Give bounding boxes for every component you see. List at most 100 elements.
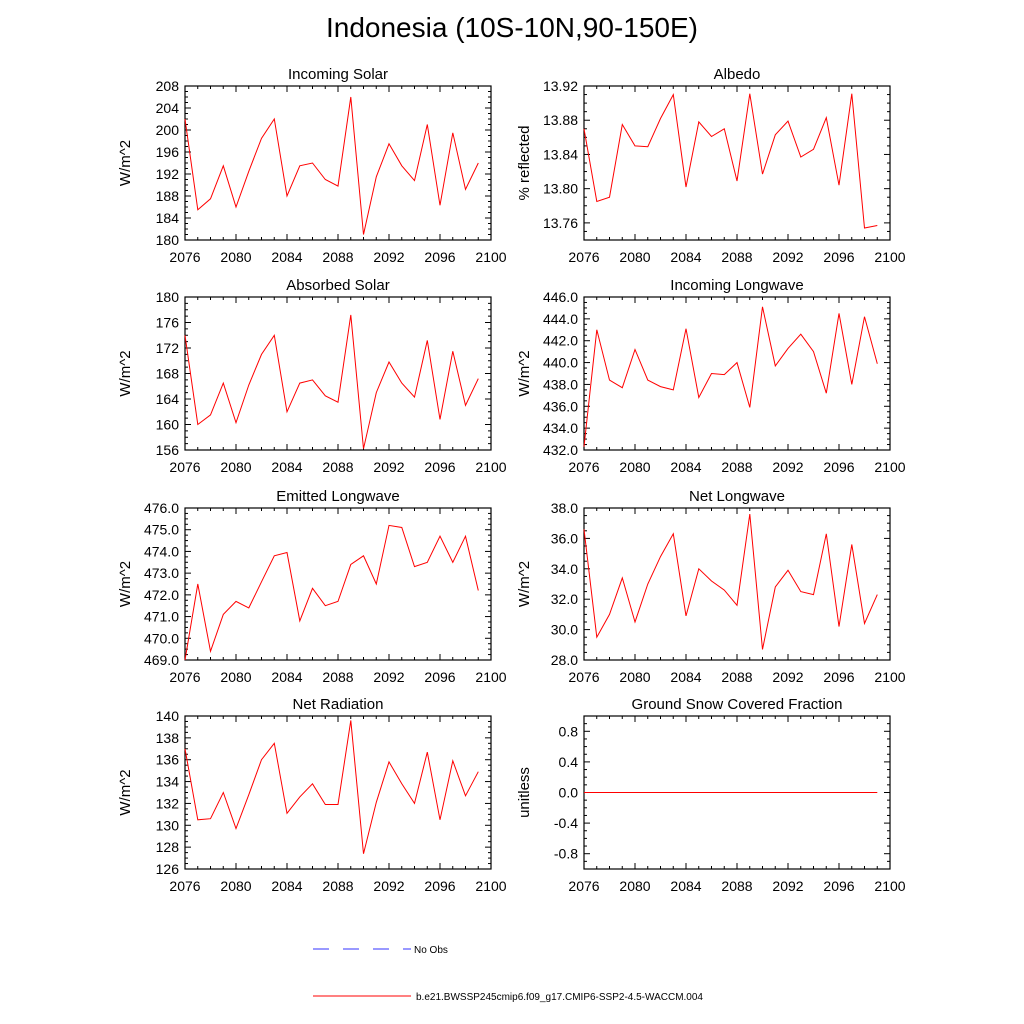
x-tick-label: 2084 bbox=[670, 249, 701, 265]
y-tick-label: 440.0 bbox=[543, 355, 578, 371]
x-tick-label: 2096 bbox=[823, 249, 854, 265]
plot-frame bbox=[184, 296, 492, 451]
legend: No Obs b.e21.BWSSP245cmip6.f09_g17.CMIP6-… bbox=[313, 945, 703, 1003]
y-tick-label: 176 bbox=[156, 315, 180, 331]
series-line bbox=[184, 96, 479, 235]
y-tick-label: 436.0 bbox=[543, 398, 578, 414]
x-tick-label: 2092 bbox=[772, 249, 803, 265]
y-tick-label: 473.0 bbox=[144, 565, 179, 581]
x-tick-label: 2088 bbox=[322, 249, 353, 265]
x-tick-label: 2076 bbox=[568, 249, 599, 265]
y-tick-label: 128 bbox=[156, 839, 180, 855]
x-tick-label: 2100 bbox=[475, 669, 506, 685]
plot-frame bbox=[184, 715, 492, 870]
x-tick-label: 2088 bbox=[721, 459, 752, 475]
chart-title: Albedo bbox=[714, 66, 761, 83]
x-tick-label: 2080 bbox=[619, 459, 650, 475]
x-tick-label: 2092 bbox=[373, 669, 404, 685]
x-tick-label: 2092 bbox=[373, 249, 404, 265]
y-tick-label: 472.0 bbox=[144, 587, 179, 603]
y-tick-label: 13.76 bbox=[543, 215, 578, 231]
y-tick-label: 28.0 bbox=[551, 652, 578, 668]
x-tick-label: 2100 bbox=[874, 878, 905, 894]
x-tick-label: 2080 bbox=[220, 669, 251, 685]
y-tick-label: 469.0 bbox=[144, 652, 179, 668]
y-tick-label: 32.0 bbox=[551, 591, 578, 607]
y-tick-label: 438.0 bbox=[543, 376, 578, 392]
x-tick-label: 2088 bbox=[322, 459, 353, 475]
x-tick-label: 2080 bbox=[619, 669, 650, 685]
series-line bbox=[583, 514, 878, 650]
y-tick-label: 13.84 bbox=[543, 146, 578, 162]
legend-model-label: b.e21.BWSSP245cmip6.f09_g17.CMIP6-SSP2-4… bbox=[416, 992, 703, 1003]
plot-frame bbox=[583, 296, 891, 451]
x-tick-label: 2080 bbox=[220, 459, 251, 475]
x-tick-label: 2084 bbox=[271, 459, 302, 475]
chart-panel-2: Albedo % reflected 2076 2080 2084 2088 2092 209… bbox=[516, 66, 906, 265]
x-tick-label: 2088 bbox=[322, 878, 353, 894]
y-tick-label: 0.4 bbox=[559, 754, 579, 770]
chart-title: Ground Snow Covered Fraction bbox=[632, 696, 843, 713]
y-axis-label: W/m^2 bbox=[117, 140, 134, 186]
series-line bbox=[583, 306, 878, 447]
x-tick-label: 2096 bbox=[823, 878, 854, 894]
x-tick-label: 2088 bbox=[721, 878, 752, 894]
y-axis-label: W/m^2 bbox=[516, 350, 533, 396]
y-tick-label: 36.0 bbox=[551, 530, 578, 546]
y-tick-label: 475.0 bbox=[144, 522, 179, 538]
x-tick-label: 2096 bbox=[823, 669, 854, 685]
x-tick-label: 2092 bbox=[772, 459, 803, 475]
y-tick-label: 30.0 bbox=[551, 622, 578, 638]
y-tick-label: 208 bbox=[156, 78, 180, 94]
x-tick-label: 2096 bbox=[424, 669, 455, 685]
y-axis-label: unitless bbox=[516, 767, 533, 818]
x-tick-label: 2080 bbox=[220, 249, 251, 265]
y-tick-label: 164 bbox=[156, 391, 180, 407]
y-tick-label: 134 bbox=[156, 774, 180, 790]
x-tick-label: 2076 bbox=[169, 669, 200, 685]
x-tick-label: 2096 bbox=[424, 459, 455, 475]
series-line bbox=[184, 524, 479, 661]
x-tick-label: 2076 bbox=[568, 878, 599, 894]
y-axis-label: W/m^2 bbox=[117, 561, 134, 607]
x-tick-label: 2084 bbox=[670, 459, 701, 475]
x-tick-label: 2076 bbox=[169, 459, 200, 475]
y-tick-label: 196 bbox=[156, 144, 180, 160]
x-tick-label: 2092 bbox=[772, 669, 803, 685]
y-tick-label: 13.88 bbox=[543, 112, 578, 128]
y-tick-label: 184 bbox=[156, 210, 180, 226]
y-tick-label: 200 bbox=[156, 122, 180, 138]
x-tick-label: 2076 bbox=[568, 459, 599, 475]
legend-obs-label: No Obs bbox=[414, 945, 448, 956]
y-axis-label: W/m^2 bbox=[117, 350, 134, 396]
y-tick-label: 140 bbox=[156, 708, 180, 724]
x-tick-label: 2076 bbox=[568, 669, 599, 685]
y-tick-label: 470.0 bbox=[144, 630, 179, 646]
y-tick-label: 474.0 bbox=[144, 543, 179, 559]
y-tick-label: -0.4 bbox=[554, 815, 578, 831]
y-tick-label: 13.80 bbox=[543, 181, 578, 197]
y-tick-label: 204 bbox=[156, 100, 180, 116]
plot-frame bbox=[583, 507, 891, 661]
y-tick-label: 156 bbox=[156, 442, 180, 458]
x-tick-label: 2096 bbox=[823, 459, 854, 475]
chart-panel-8: Ground Snow Covered Fraction unitless 2076… bbox=[516, 696, 906, 894]
x-tick-label: 2096 bbox=[424, 249, 455, 265]
x-tick-label: 2080 bbox=[619, 878, 650, 894]
x-tick-label: 2088 bbox=[721, 669, 752, 685]
chart-title: Net Radiation bbox=[293, 696, 384, 713]
chart-title: Emitted Longwave bbox=[276, 488, 399, 505]
chart-panel-4: Incoming Longwave W/m^2 2076 2080 2084 2088 20… bbox=[516, 277, 906, 475]
series-line bbox=[184, 314, 479, 449]
x-tick-label: 2100 bbox=[475, 459, 506, 475]
chart-panel-1: Incoming Solar W/m^2 2076 2080 2084 2088 2092 2… bbox=[117, 66, 507, 265]
chart-title: Incoming Longwave bbox=[670, 277, 803, 294]
y-tick-label: 434.0 bbox=[543, 420, 578, 436]
y-tick-label: 132 bbox=[156, 795, 180, 811]
x-tick-label: 2100 bbox=[475, 249, 506, 265]
y-tick-label: 446.0 bbox=[543, 289, 578, 305]
x-tick-label: 2096 bbox=[424, 878, 455, 894]
y-tick-label: 180 bbox=[156, 289, 180, 305]
y-tick-label: 192 bbox=[156, 166, 180, 182]
